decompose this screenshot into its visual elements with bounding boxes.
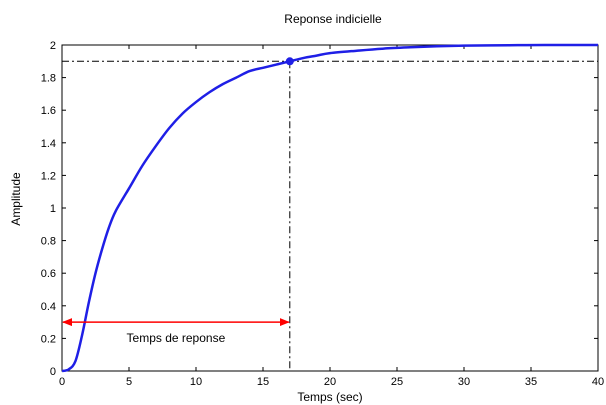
reference-lines	[62, 60, 598, 371]
x-axis-label: Temps (sec)	[297, 390, 362, 404]
y-tick-label: 0	[50, 366, 56, 378]
x-tick-label: 10	[190, 376, 202, 388]
x-tick-label: 40	[592, 376, 604, 388]
plot-area	[61, 44, 599, 372]
x-tick-label: 5	[126, 376, 132, 388]
x-tick-label: 35	[525, 376, 537, 388]
y-tick-label: 0.8	[41, 236, 56, 248]
y-tick-label: 1	[50, 203, 56, 215]
response-time-marker	[285, 57, 294, 66]
y-tick-label: 2	[50, 40, 56, 52]
y-tick-label: 0.2	[41, 333, 56, 345]
chart-title: Reponse indicielle	[284, 12, 382, 26]
y-tick-label: 1.8	[41, 73, 56, 85]
y-tick-label: 1.2	[41, 170, 56, 182]
x-tick-label: 15	[257, 376, 269, 388]
x-tick-label: 20	[324, 376, 336, 388]
axis-tick-labels: 0 5 10 15 20 25 30 35 40 0 0.2 0.4 0.6 0.8 1 1.2 1.4 1.6 1…	[41, 40, 604, 388]
y-axis-label: Amplitude	[9, 172, 23, 226]
x-tick-label: 0	[59, 376, 65, 388]
y-tick-label: 0.6	[41, 268, 56, 280]
y-tick-label: 1.6	[41, 105, 56, 117]
y-tick-label: 1.4	[41, 138, 56, 150]
response-time-label: Temps de reponse	[127, 331, 226, 345]
step-response-curve	[61, 43, 598, 373]
x-tick-label: 25	[391, 376, 403, 388]
y-tick-label: 0.4	[41, 301, 56, 313]
x-tick-label: 30	[458, 376, 470, 388]
